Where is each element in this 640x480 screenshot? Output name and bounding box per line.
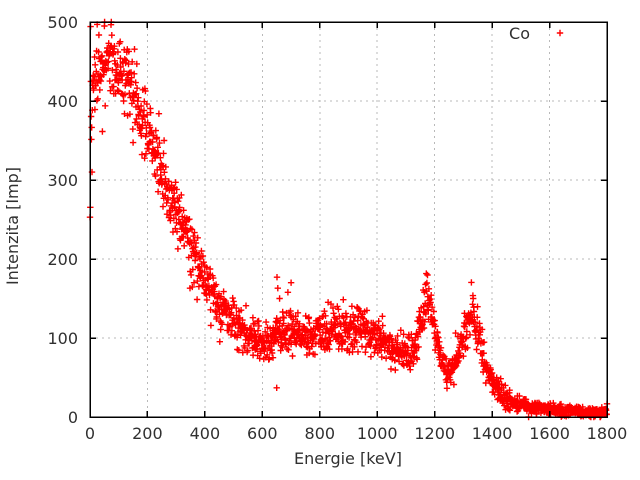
grid-lines [90,22,607,417]
x-tick-label: 1400 [472,424,513,443]
x-tick-label: 1600 [529,424,570,443]
y-tick-label: 100 [47,329,78,348]
y-tick-label: 0 [68,408,78,427]
legend-plus-marker-icon [556,29,564,37]
y-tick-labels: 0 100 200 300 400 500 [47,13,78,427]
y-tick-label: 400 [47,92,78,111]
x-tick-label: 200 [132,424,163,443]
x-tick-label: 1000 [357,424,398,443]
scatter-points-co [86,18,611,421]
x-axis-label: Energie [keV] [294,449,402,468]
y-tick-label: 300 [47,171,78,190]
x-tick-label: 800 [305,424,336,443]
x-tick-label: 400 [190,424,221,443]
y-tick-label: 200 [47,250,78,269]
axis-ticks [89,21,608,418]
legend: Co [509,24,564,43]
frame-rect [89,21,608,418]
x-tick-label: 1200 [414,424,455,443]
data-points [86,18,611,421]
legend-label: Co [509,24,530,43]
y-tick-label: 500 [47,13,78,32]
x-tick-label: 0 [85,424,95,443]
x-tick-labels: 0 200 400 600 800 1000 1200 1400 1600 1800 [85,424,627,443]
x-tick-label: 600 [247,424,278,443]
y-axis-label: Intenzita [Imp] [3,167,22,285]
plot-border [89,21,608,418]
x-tick-label: 1800 [587,424,628,443]
